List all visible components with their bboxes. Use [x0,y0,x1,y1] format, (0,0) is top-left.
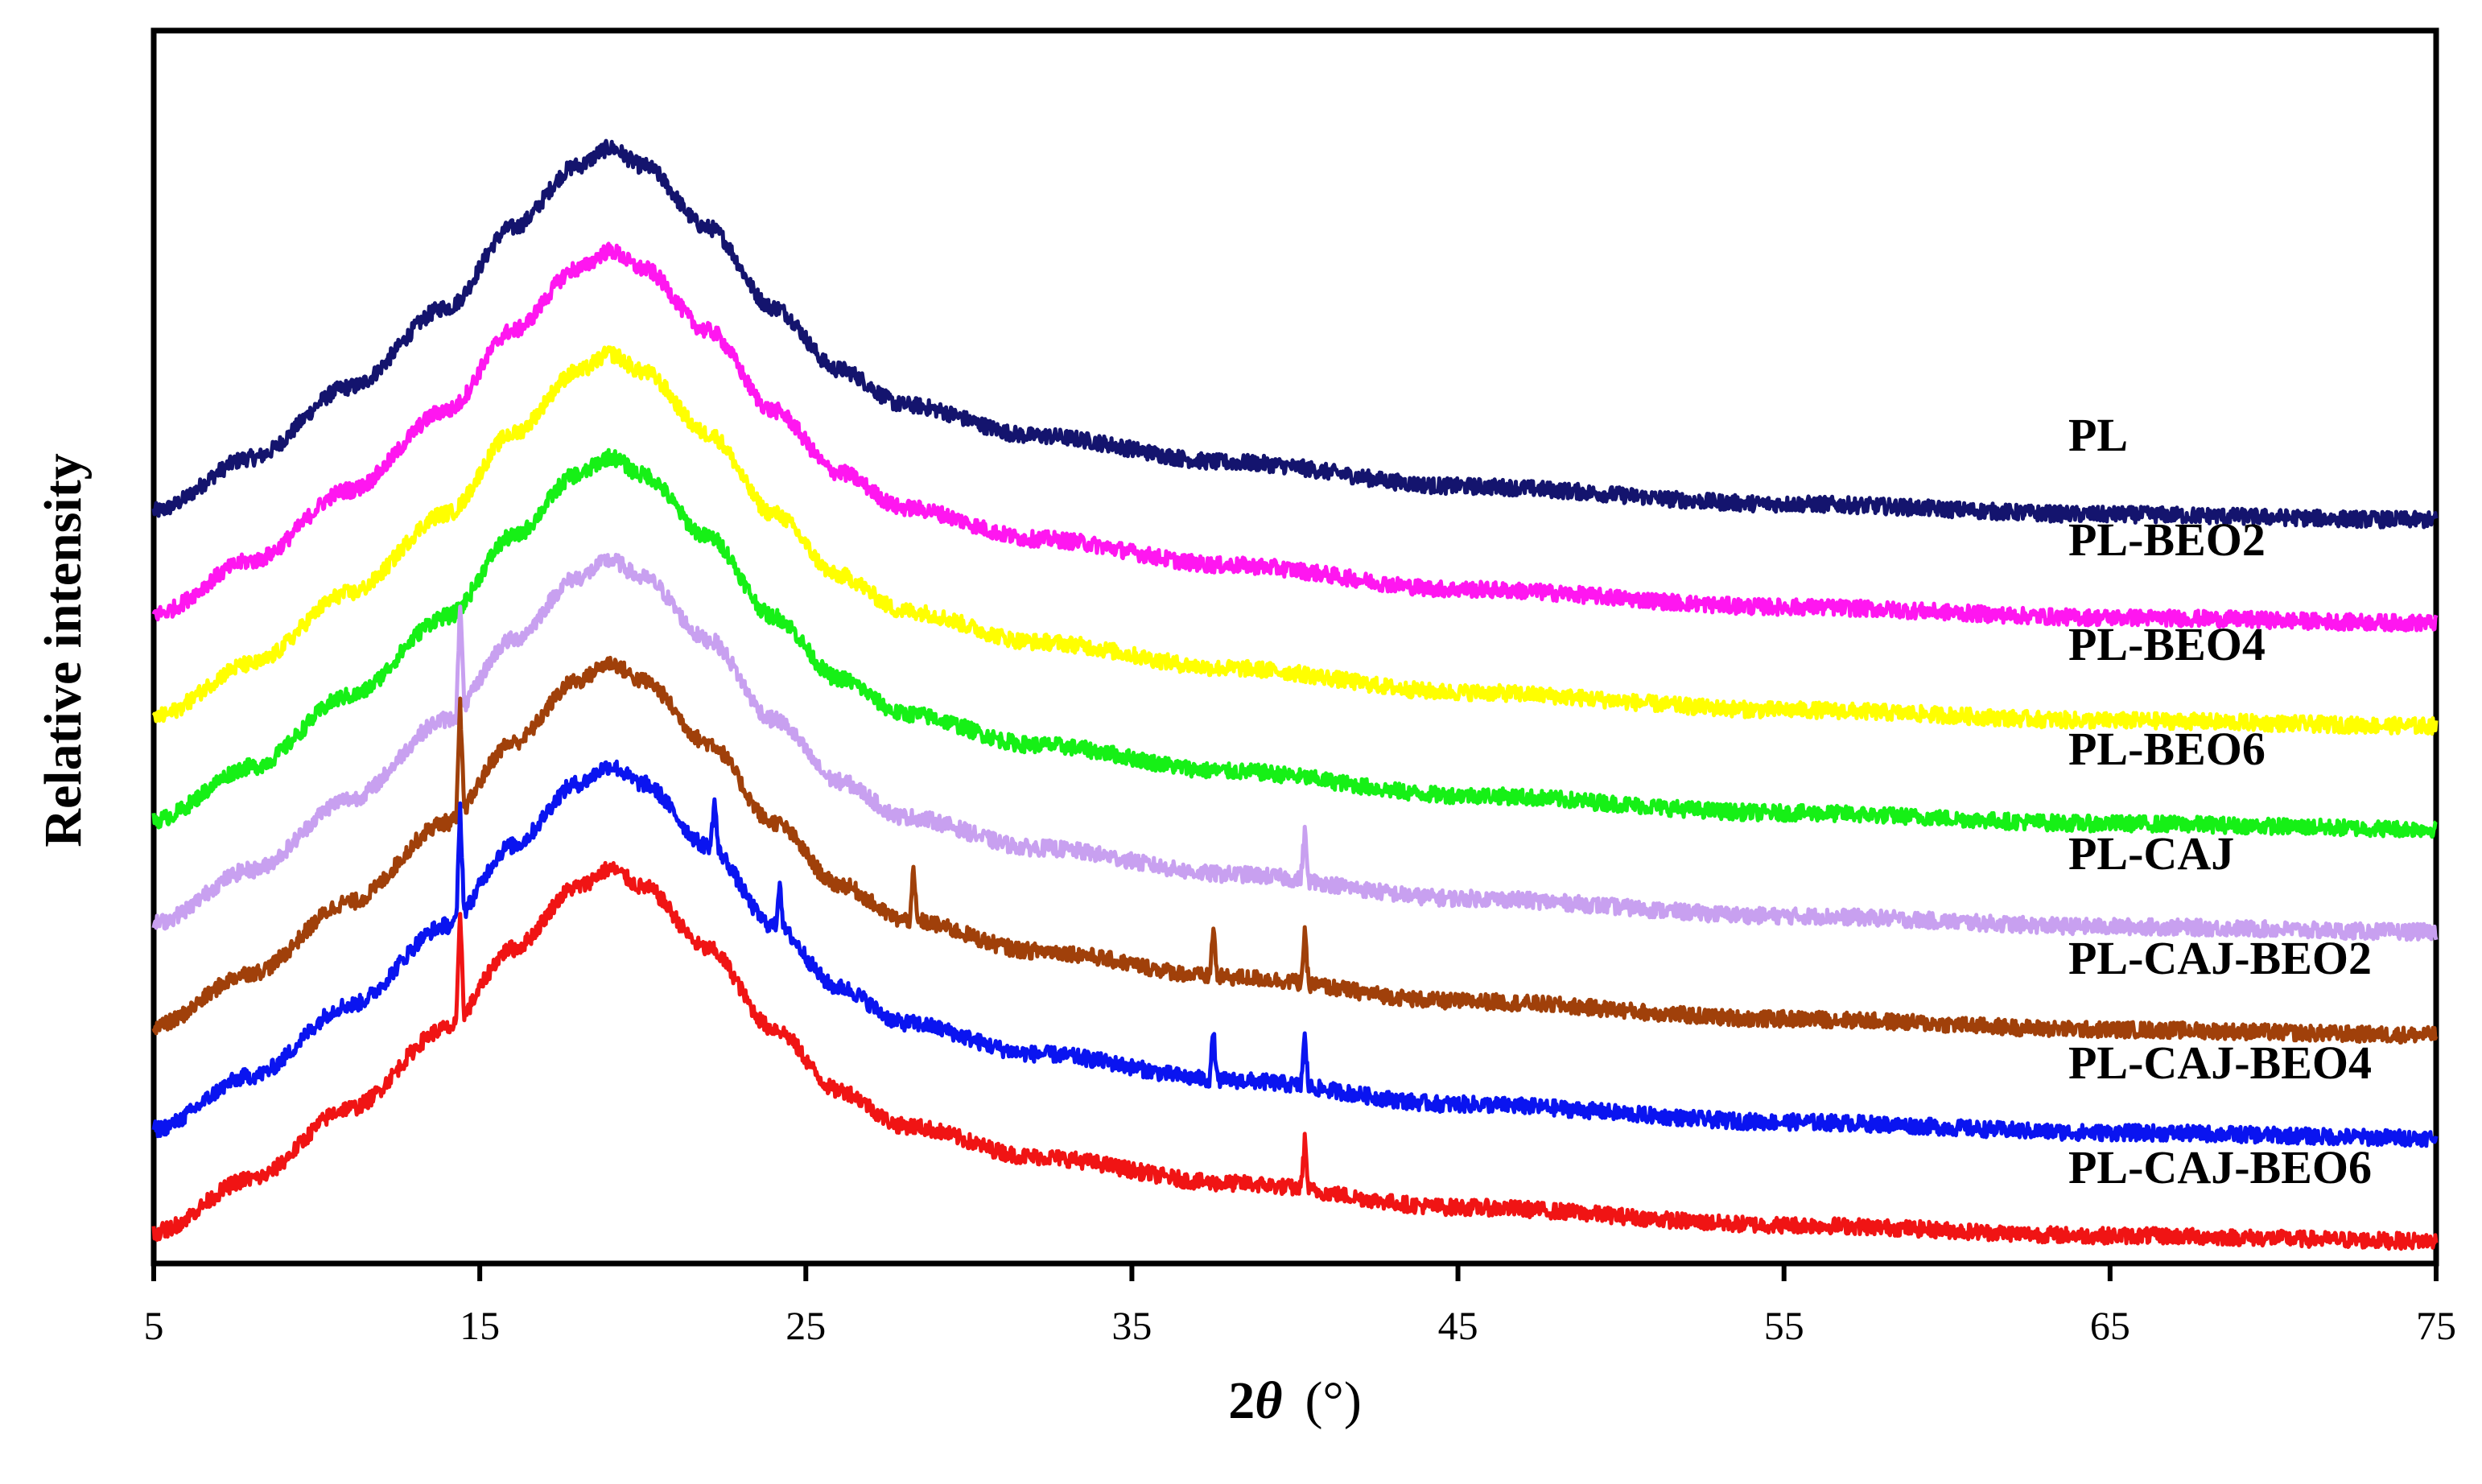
series-labels: PL PL-BEO2 PL-BEO4 PL-BEO6 PL-CAJ PL-CAJ-BEO2… [2068,409,2372,1193]
series-line-pl-caj-beo6 [151,860,2439,1251]
series-label-pl: PL [2068,409,2128,461]
series-line-pl-caj-beo2 [151,655,2439,1045]
series-line-pl-beo4 [151,345,2439,736]
series-label-pl-caj-beo4: PL-CAJ-BEO4 [2068,1037,2372,1089]
series-label-pl-beo4: PL-BEO4 [2068,618,2266,670]
x-tick-label-15: 15 [460,1303,500,1348]
x-axis-title-symbol: θ [1255,1371,1282,1430]
series-layer [151,138,2439,1251]
x-tick-label-55: 55 [1764,1303,1804,1348]
series-line-pl-beo6 [151,447,2438,839]
series-label-pl-caj-beo6: PL-CAJ-BEO6 [2068,1141,2372,1193]
series-label-pl-caj-beo2: PL-CAJ-BEO2 [2068,932,2372,984]
series-label-pl-beo2: PL-BEO2 [2068,513,2266,566]
x-axis-ticks: 5 15 25 35 45 55 65 75 [144,1263,2456,1348]
x-tick-label-65: 65 [2090,1303,2130,1348]
series-line-pl-caj [151,552,2439,942]
x-tick-label-45: 45 [1438,1303,1478,1348]
y-axis-title: Relative intensity [34,453,93,847]
x-tick-label-75: 75 [2416,1303,2456,1348]
x-tick-label-35: 35 [1111,1303,1152,1348]
x-axis-title: 2θ (°) [1228,1371,1362,1430]
series-line-pl-caj-beo4 [151,759,2439,1148]
plot-frame [150,27,2439,1267]
x-axis-title-main: 2 [1228,1371,1255,1430]
x-tick-label-5: 5 [144,1303,164,1348]
series-line-pl-beo2 [151,241,2439,633]
series-label-pl-beo6: PL-BEO6 [2068,723,2266,775]
series-label-pl-caj: PL-CAJ [2068,827,2234,880]
x-tick-label-25: 25 [785,1303,826,1348]
series-line-pl [151,138,2439,530]
x-axis-title-unit: (°) [1305,1371,1361,1430]
